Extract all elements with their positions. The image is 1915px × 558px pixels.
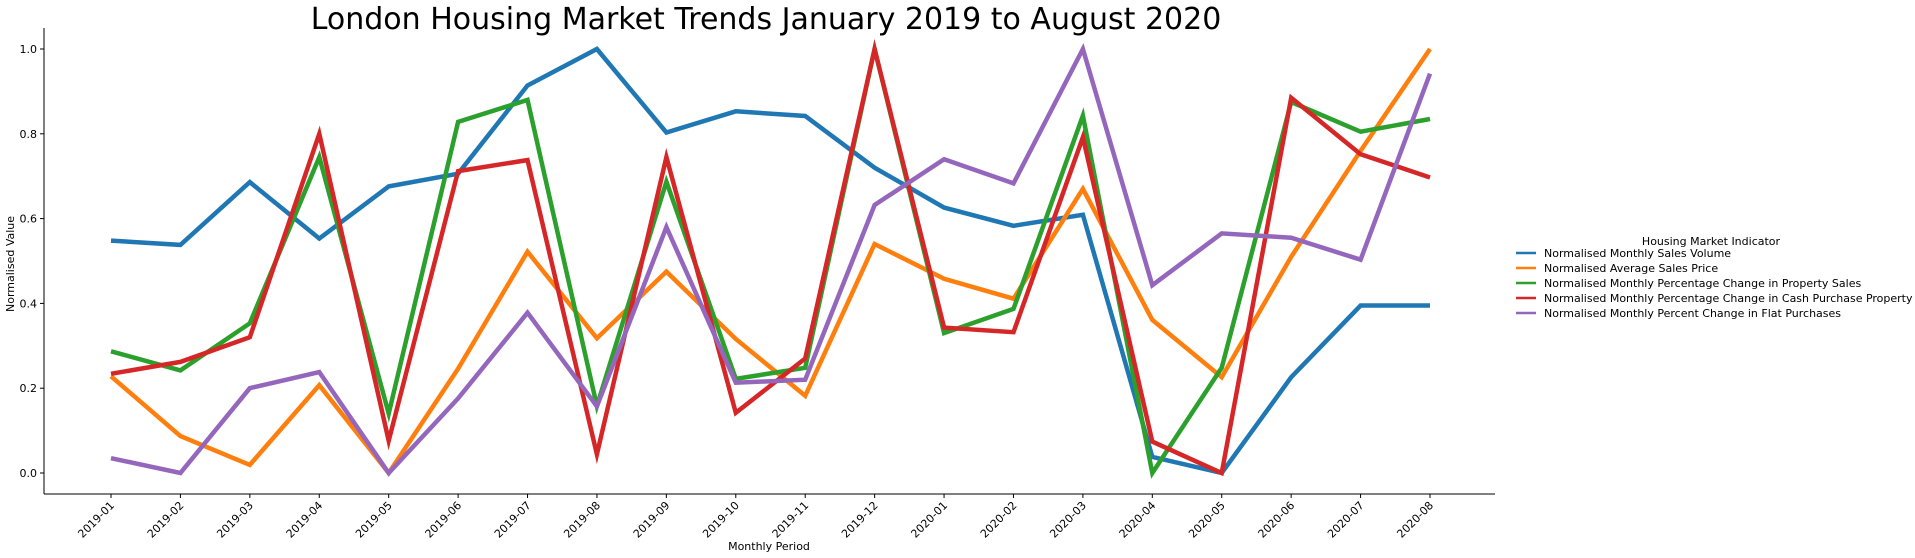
x-tick-label: 2019-04 [284,499,326,541]
y-axis-label: Normalised Value [4,216,17,312]
x-tick-label: 2020-02 [978,499,1020,541]
y-tick-label: 0.6 [20,213,38,226]
x-tick-label: 2020-08 [1394,499,1436,541]
x-tick-label: 2019-12 [839,499,881,541]
x-tick-label: 2019-07 [492,499,534,541]
series-lines [109,39,1433,479]
y-tick-label: 1.0 [20,43,38,56]
axes [43,28,1495,495]
legend-label: Normalised Average Sales Price [1544,262,1718,275]
legend-title: Housing Market Indicator [1642,235,1781,248]
legend: Housing Market Indicator Normalised Mont… [1516,235,1915,320]
series-line-1 [110,46,1430,476]
x-tick-label: 2019-06 [423,499,465,541]
series-line-4 [110,39,1431,477]
x-axis-ticks: 2019-01 2019-02 2019-03 2019-04 2019-05 2019-… [75,494,1436,541]
x-axis-label: Monthly Period [728,540,810,553]
legend-items: Normalised Monthly Sales Volume Normalise… [1516,247,1915,320]
legend-label: Normalised Monthly Percentage Change in … [1544,277,1861,290]
x-tick-label: 2019-09 [631,499,673,541]
y-tick-label: 0.0 [20,467,38,480]
y-axis-ticks: 0.0 0.2 0.4 0.6 0.8 1.0 [20,43,44,480]
legend-label: Normalised Monthly Percent Change in Fla… [1544,307,1841,320]
y-tick-label: 0.2 [20,382,38,395]
series-line-5 [110,42,1433,477]
x-tick-label: 2020-07 [1325,499,1367,541]
x-tick-label: 2020-05 [1186,499,1228,541]
x-tick-label: 2019-01 [75,499,117,541]
series-line-2 [109,47,1432,477]
x-tick-label: 2019-11 [770,499,812,541]
x-tick-label: 2019-08 [561,499,603,541]
x-tick-label: 2019-10 [700,499,742,541]
x-tick-label: 2020-01 [908,499,950,541]
y-tick-label: 0.4 [20,297,38,310]
x-tick-label: 2019-03 [214,499,256,541]
x-tick-label: 2019-05 [353,499,395,541]
chart-title: London Housing Market Trends January 201… [311,2,1222,37]
legend-label: Normalised Monthly Sales Volume [1544,247,1731,260]
legend-label: Normalised Monthly Percentage Change in … [1544,292,1915,305]
x-tick-label: 2020-06 [1256,499,1298,541]
series-line-3 [110,39,1431,479]
x-tick-label: 2019-02 [145,499,187,541]
y-tick-label: 0.8 [20,128,38,141]
x-tick-label: 2020-04 [1117,499,1159,541]
x-tick-label: 2020-03 [1047,499,1089,541]
